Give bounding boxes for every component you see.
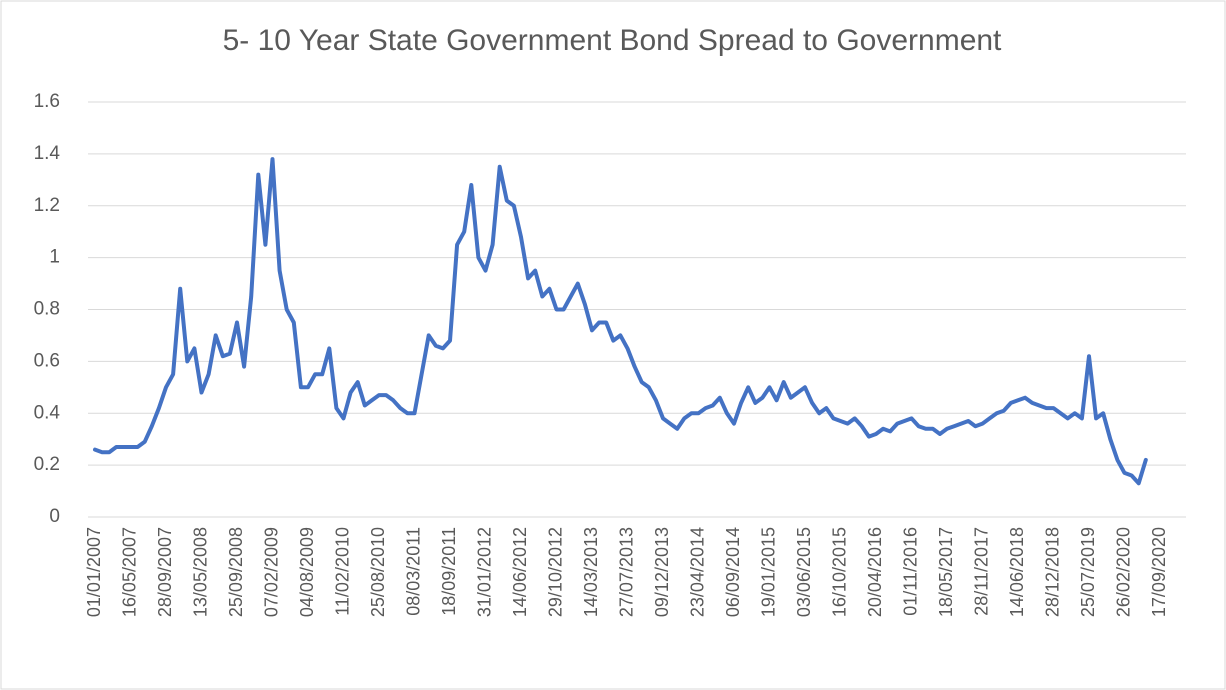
x-tick-label: 19/01/2015: [758, 527, 778, 617]
x-tick-label: 18/05/2017: [936, 527, 956, 617]
y-tick-label: 1.2: [34, 195, 60, 216]
chart-title: 5- 10 Year State Government Bond Spread …: [223, 24, 1002, 57]
x-tick-label: 27/07/2013: [616, 527, 636, 617]
x-tick-label: 17/09/2020: [1149, 527, 1169, 617]
x-tick-label: 25/09/2008: [226, 527, 246, 617]
x-tick-label: 29/10/2012: [545, 527, 565, 617]
x-tick-label: 08/03/2011: [403, 527, 423, 616]
y-tick-label: 0: [49, 506, 60, 527]
x-tick-label: 01/11/2016: [900, 527, 920, 616]
y-tick-label: 0.2: [34, 454, 60, 475]
x-tick-label: 23/04/2014: [687, 527, 707, 617]
x-tick-label: 31/01/2012: [474, 527, 494, 617]
x-tick-label: 14/06/2018: [1007, 527, 1027, 617]
y-tick-label: 0.6: [34, 350, 60, 371]
y-tick-label: 0.8: [34, 299, 60, 320]
y-tick-label: 1: [49, 247, 60, 268]
x-tick-label: 25/08/2010: [368, 527, 388, 617]
x-tick-label: 26/02/2020: [1113, 527, 1133, 617]
x-tick-label: 28/09/2007: [155, 527, 175, 617]
x-tick-label: 09/12/2013: [652, 527, 672, 617]
x-tick-label: 07/02/2009: [261, 527, 281, 617]
x-tick-label: 20/04/2016: [865, 527, 885, 617]
x-tick-label: 25/07/2019: [1078, 527, 1098, 617]
x-tick-label: 18/09/2011: [439, 527, 459, 616]
x-tick-label: 01/01/2007: [84, 527, 104, 617]
x-tick-label: 14/06/2012: [510, 527, 530, 617]
x-tick-label: 28/11/2017: [971, 527, 991, 616]
x-tick-label: 03/06/2015: [794, 527, 814, 617]
y-tick-label: 1.6: [34, 91, 60, 112]
x-tick-label: 13/05/2008: [190, 527, 210, 617]
x-tick-label: 06/09/2014: [723, 527, 743, 617]
x-tick-label: 14/03/2013: [581, 527, 601, 617]
y-tick-label: 1.4: [34, 143, 61, 164]
y-tick-label: 0.4: [34, 402, 61, 423]
x-tick-label: 16/05/2007: [119, 527, 139, 617]
x-tick-label: 16/10/2015: [829, 527, 849, 617]
series-line: [93, 157, 1148, 486]
x-tick-label: 11/02/2010: [332, 527, 352, 616]
x-tick-label: 04/08/2009: [297, 527, 317, 617]
x-tick-label: 28/12/2018: [1042, 527, 1062, 617]
